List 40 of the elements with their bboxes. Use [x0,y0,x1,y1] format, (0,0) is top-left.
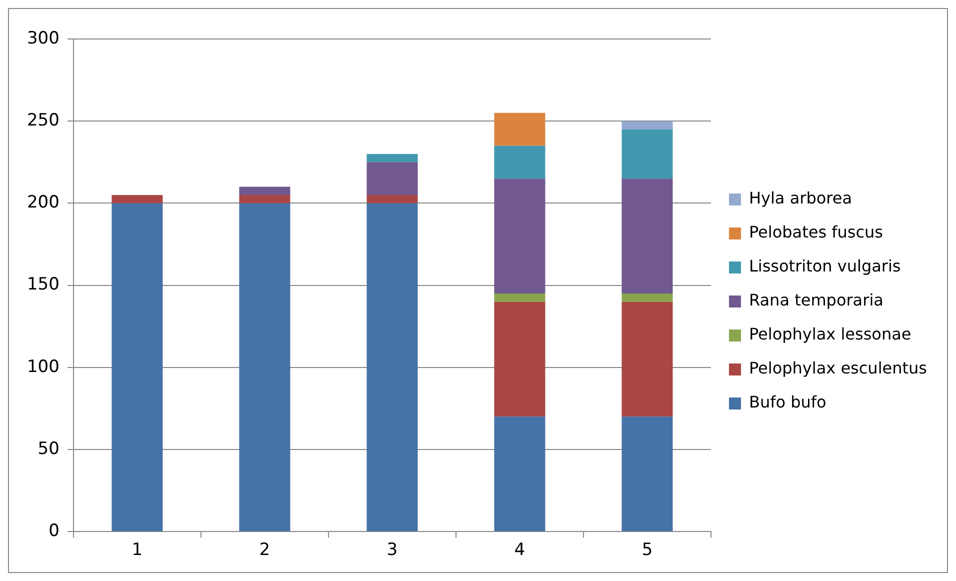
bar [366,154,418,162]
x-tick-label: 3 [386,540,398,560]
x-tick-label: 4 [514,540,526,560]
bar [239,186,290,195]
bar [494,294,546,302]
legend-label: Rana temporaria [748,290,884,310]
bar [239,194,290,204]
legend-label: Pelophylax lessonae [748,324,912,344]
legend-label: Bufo bufo [748,392,826,412]
y-tick-label: 250 [26,110,60,131]
legend-label: Pelobates fuscus [748,222,884,242]
bar [494,178,546,294]
y-tick-label: 200 [26,192,60,213]
bar [366,162,418,195]
bar [494,302,546,417]
x-tick-label: 1 [132,540,143,560]
legend-label: Lissotriton vulgaris [748,256,901,276]
bar [622,178,673,294]
bar [366,194,418,204]
legend-label: Pelophylax esculentus [748,358,928,378]
bar [622,121,673,130]
bar [622,129,673,179]
y-tick-label: 0 [48,521,60,542]
bar [622,302,673,417]
y-tick-label: 100 [26,356,60,377]
bar [112,194,163,204]
y-tick-label: 50 [38,438,60,459]
legend-label: Hyla arborea [748,188,852,208]
bar [622,416,673,532]
bar [494,112,546,146]
x-tick-label: 5 [642,540,653,560]
bar [622,294,673,302]
bar [239,203,290,532]
y-tick-label: 150 [26,274,60,295]
bar [494,146,546,179]
bar [366,203,418,532]
bar [112,203,163,532]
x-tick-label: 2 [259,540,270,560]
bar [494,416,546,532]
y-tick-label: 300 [26,28,60,48]
